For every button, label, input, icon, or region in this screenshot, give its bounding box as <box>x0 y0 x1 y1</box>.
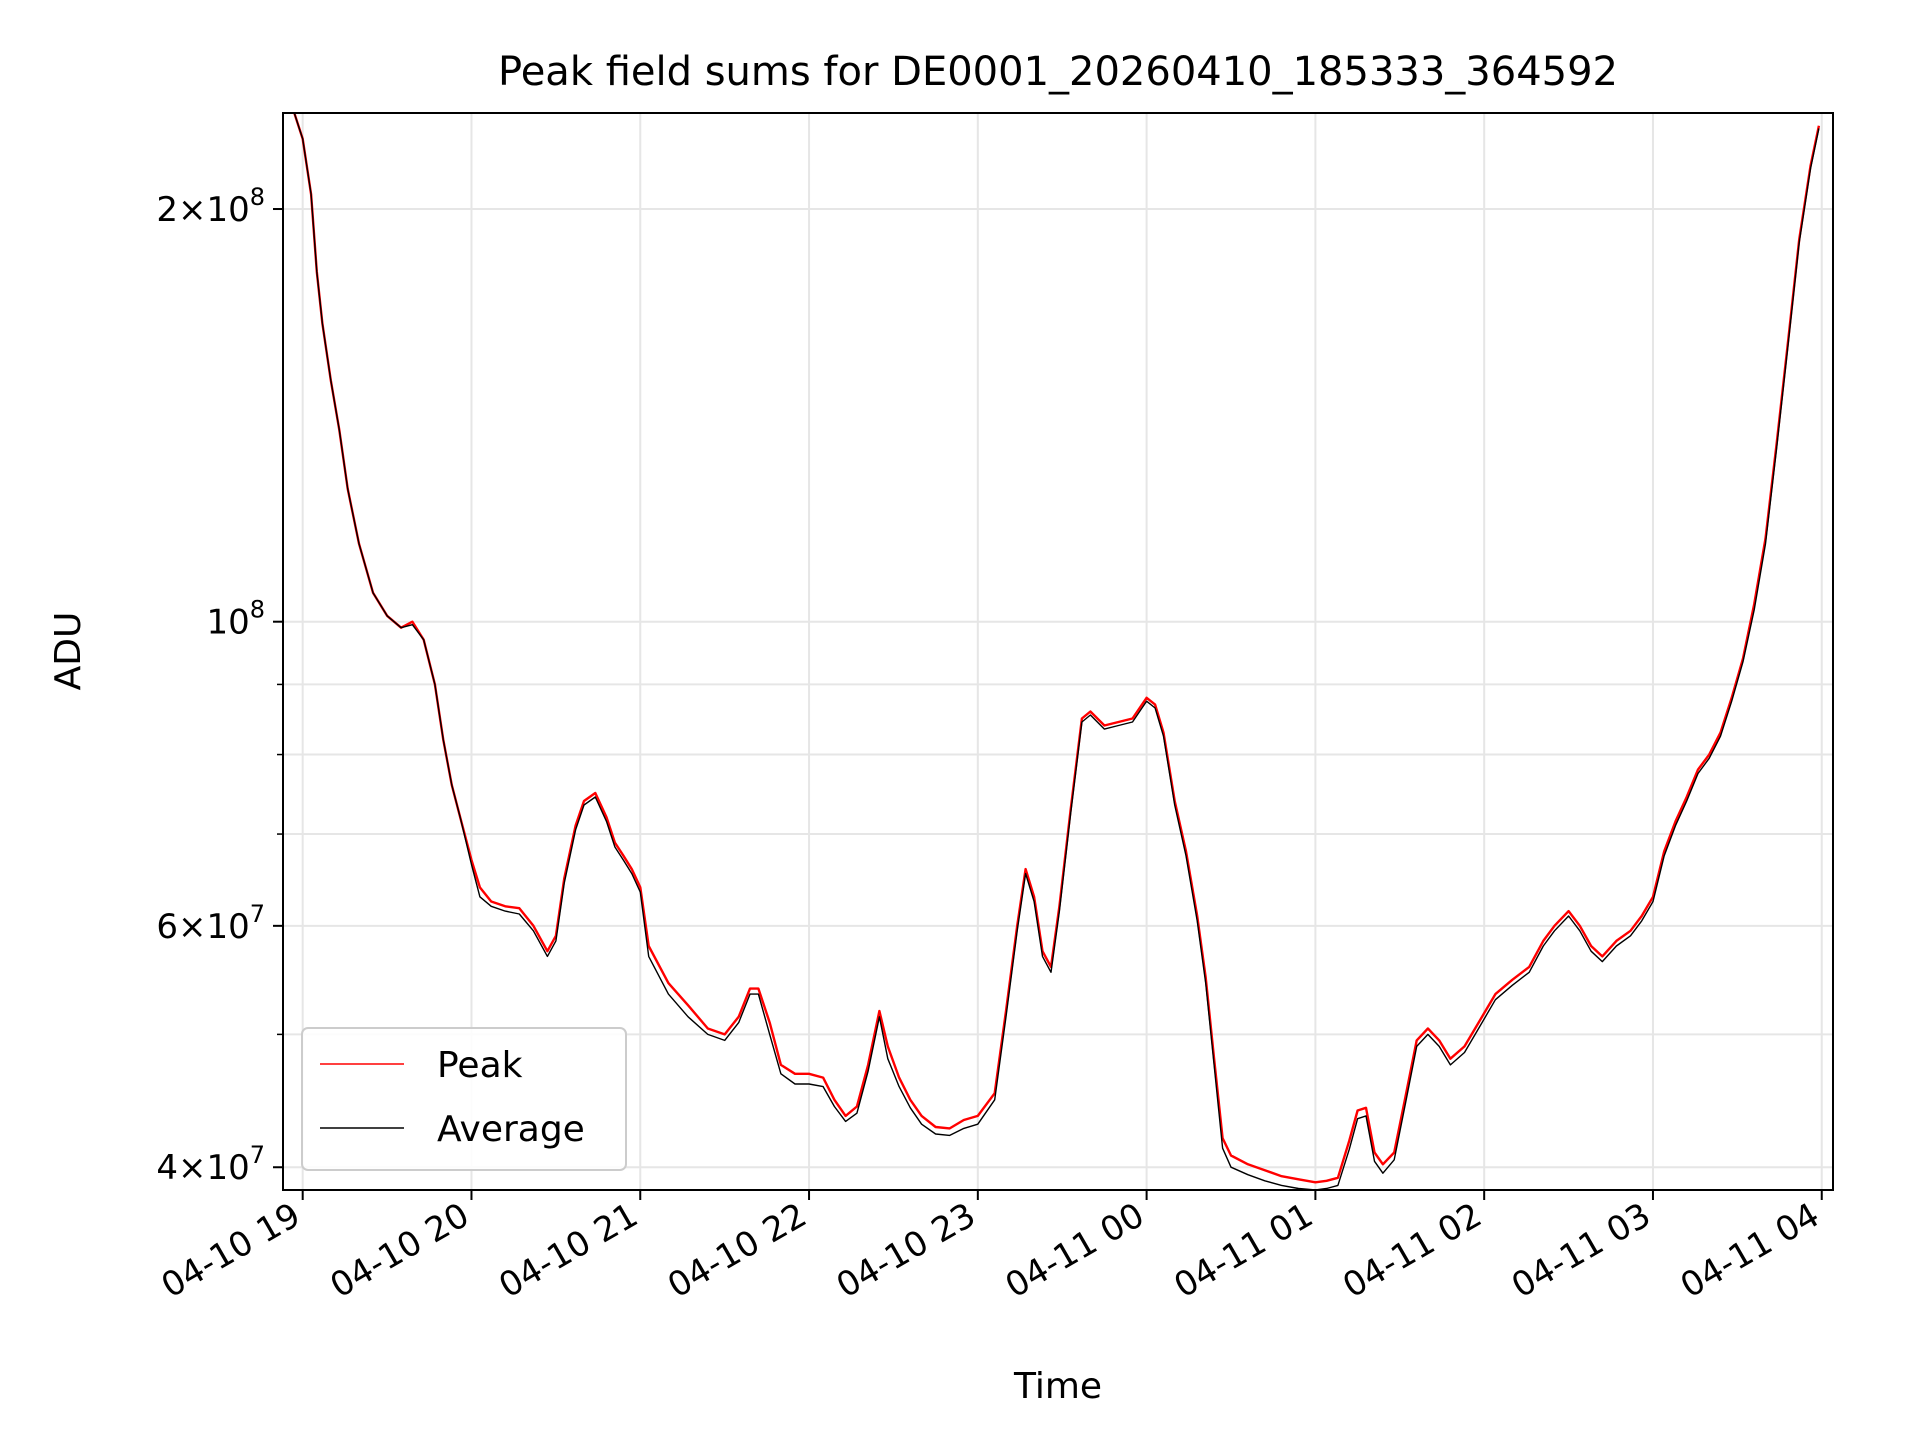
series-line-average <box>293 113 1820 1190</box>
grid <box>283 113 1833 1190</box>
series-lines <box>293 113 1821 1190</box>
chart-title: Peak field sums for DE0001_20260410_1853… <box>498 49 1618 95</box>
legend: Peak Average <box>301 1027 627 1171</box>
legend-label-peak: Peak <box>437 1045 523 1086</box>
y-tick-label: 2×108 <box>156 183 265 230</box>
legend-label-average: Average <box>437 1109 585 1150</box>
y-tick-label: 4×107 <box>156 1141 265 1188</box>
y-axis: 4×107 6×107 108 2×108 <box>156 183 283 1188</box>
series-line-peak <box>293 113 1821 1184</box>
x-axis-label: Time <box>1013 1366 1102 1407</box>
y-tick-label: 6×107 <box>156 900 265 947</box>
plot-frame <box>282 112 1834 1191</box>
y-axis-label: ADU <box>48 612 89 691</box>
y-tick-label: 108 <box>206 596 265 643</box>
